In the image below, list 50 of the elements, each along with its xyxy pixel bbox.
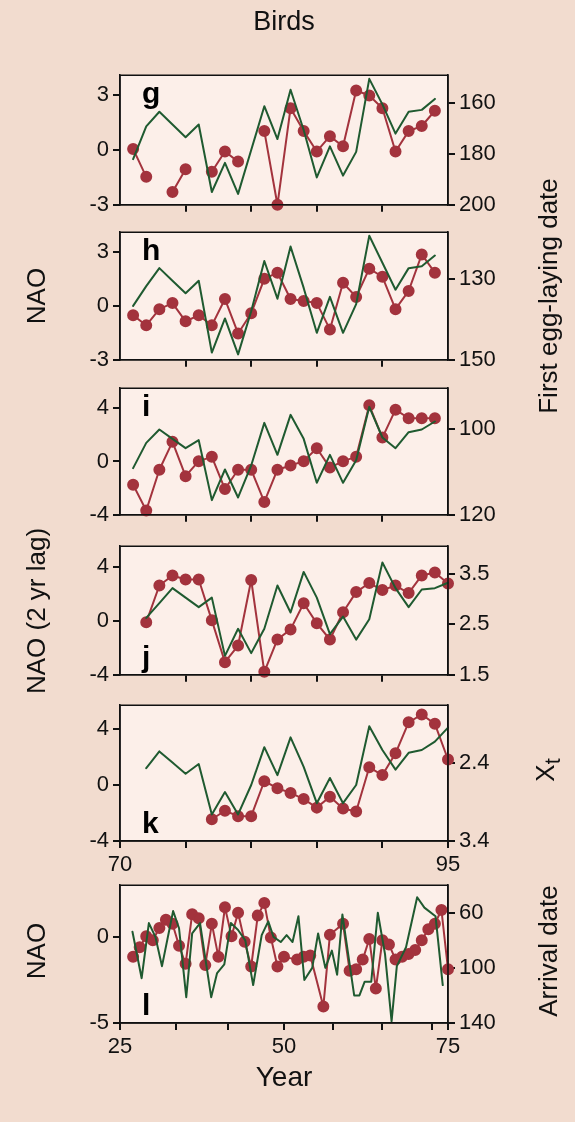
x-tick-label: 70 [107, 851, 133, 877]
y2-tick-label: 130 [459, 264, 496, 290]
annotation: g [142, 76, 161, 110]
y2-tick-label: 3.5 [459, 560, 490, 585]
y-tick-label: 0 [96, 922, 109, 948]
y-tick-label: -5 [89, 1009, 109, 1035]
y-tick-label: -3 [89, 345, 109, 371]
y-axis-title: NAO [20, 267, 52, 325]
y2-tick-label: 1.5 [459, 660, 490, 686]
y-tick-label: 3 [96, 238, 109, 264]
y-tick-label: 4 [96, 552, 109, 578]
y2-tick-label: 100 [459, 415, 496, 441]
y2-tick-label: 120 [459, 500, 496, 526]
y2-tick-label: 3.4 [459, 827, 490, 853]
y2-tick-label: 180 [459, 140, 496, 166]
y2-tick-label: 150 [459, 345, 496, 371]
y2-tick-label: 200 [459, 190, 496, 216]
chart-title: Birds [252, 6, 316, 37]
y-tick-label: 0 [96, 771, 109, 797]
annotation: l [142, 988, 151, 1021]
y-tick-label: -4 [89, 827, 109, 853]
y-tick-label: 3 [96, 81, 109, 107]
x-tick-label: 75 [435, 1033, 461, 1059]
annotation: i [142, 389, 151, 423]
y-tick-label: 0 [96, 291, 109, 317]
y-tick-label: 0 [96, 447, 109, 473]
x-tick-label: 50 [271, 1033, 297, 1059]
y2-axis-title: Arrival date [532, 884, 564, 1017]
annotation: h [142, 233, 161, 267]
y2-axis-title: First egg-laying date [532, 178, 564, 414]
y-tick-label: -4 [89, 660, 109, 686]
x-axis-title: Year [254, 1061, 314, 1093]
y2-tick-label: 60 [459, 898, 484, 924]
y2-tick-label: 140 [459, 1009, 496, 1035]
y-tick-label: 0 [96, 606, 109, 632]
y-tick-label: 4 [96, 715, 109, 741]
annotation: k [142, 806, 159, 839]
y-tick-label: 0 [96, 136, 109, 162]
y-axis-title: NAO (2 yr lag) [20, 527, 52, 694]
y2-tick-label: 2.4 [459, 749, 490, 775]
y-axis-title: NAO [20, 922, 52, 979]
y2-tick-label: 160 [459, 89, 496, 115]
annotation: j [141, 639, 151, 673]
y-tick-label: 4 [96, 394, 109, 420]
y2-tick-label: 2.5 [459, 610, 490, 636]
x-tick-label: 95 [435, 851, 461, 877]
x-tick-label: 25 [107, 1033, 133, 1059]
y-tick-label: -4 [89, 500, 109, 526]
y2-tick-label: 100 [459, 953, 496, 979]
y-tick-label: -3 [89, 190, 109, 216]
